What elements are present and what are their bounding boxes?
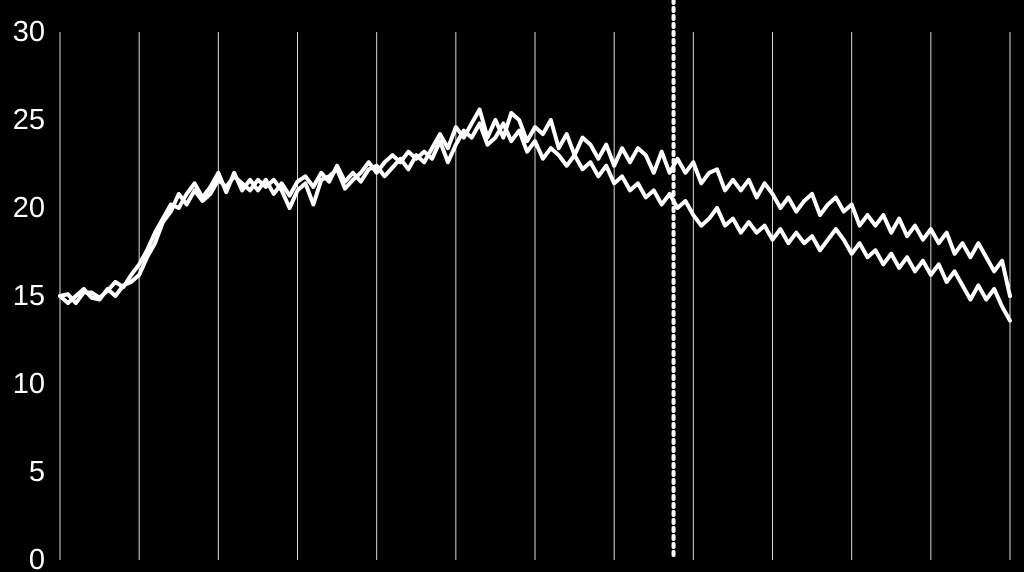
y-tick-label: 5: [0, 458, 45, 487]
y-tick-label: 10: [0, 370, 45, 399]
y-tick-label: 15: [0, 282, 45, 311]
y-tick-label: 0: [0, 546, 45, 572]
chart-canvas: [0, 0, 1024, 572]
y-tick-label: 25: [0, 106, 45, 135]
line-chart: 0 5 10 15 20 25 30: [0, 0, 1024, 572]
y-tick-label: 30: [0, 18, 45, 47]
y-tick-label: 20: [0, 194, 45, 223]
